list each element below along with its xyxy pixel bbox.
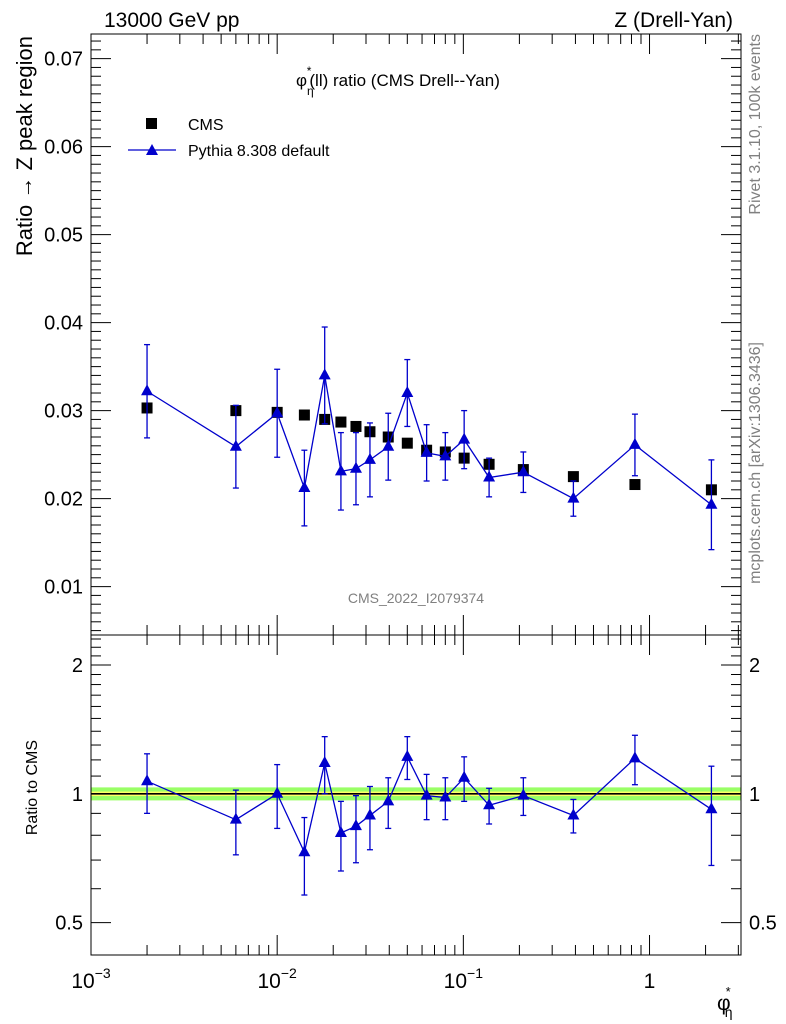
pythia-point <box>517 465 530 477</box>
ratio-y-tick-label-right: 0.5 <box>749 913 777 935</box>
mcplots-label: mcplots.cern.ch [arXiv:1306.3436] <box>747 342 764 584</box>
legend: CMS Pythia 8.308 default <box>128 117 330 160</box>
pythia-point <box>382 439 395 451</box>
ratio-y-tick-label: 2 <box>72 655 83 677</box>
ratio-y-tick-label: 0.5 <box>55 913 83 935</box>
header-energy: 13000 GeV pp <box>104 9 239 32</box>
legend-mc-marker <box>146 144 158 155</box>
ratio-y-tick-label: 1 <box>72 784 83 806</box>
y-tick-label: 0.01 <box>44 577 83 599</box>
x-axis-label: φ* η <box>717 984 732 1020</box>
pythia-point <box>298 481 311 493</box>
ratio-y-tick-label-right: 1 <box>749 784 760 806</box>
ratio-pythia-point <box>705 802 718 814</box>
x-tick-label: 1 <box>644 970 656 993</box>
ratio-ylabel: Ratio to CMS <box>24 740 41 835</box>
x-tick-label: 10−3 <box>71 965 111 993</box>
pythia-point <box>334 464 347 476</box>
pythia-point <box>705 497 718 509</box>
pythia-point <box>318 368 331 380</box>
y-tick-label: 0.04 <box>44 313 83 335</box>
cms-data-point <box>335 416 347 428</box>
ratio-pythia-point <box>349 819 362 831</box>
ratio-pythia-point <box>318 756 331 768</box>
legend-mc-label: Pythia 8.308 default <box>188 143 330 160</box>
pythia-point <box>628 437 641 449</box>
ratio-panel: 10−3 10−2 10−1 1 0.5 0.5 1 1 2 2 <box>55 634 777 993</box>
ratio-pythia-point <box>567 808 580 820</box>
main-panel: 0.01 0.02 0.03 0.04 0.05 0.06 0.07 <box>44 33 742 636</box>
ratio-pythia-point <box>382 794 395 806</box>
ratio-pythia-line <box>146 755 712 855</box>
ratio-pythia-point <box>483 798 496 810</box>
pythia-line <box>146 375 712 506</box>
pythia-point <box>458 432 471 444</box>
legend-cms-label: CMS <box>188 117 224 134</box>
pythia-point <box>401 386 414 398</box>
ratio-pythia-point <box>334 825 347 837</box>
pythia-point <box>229 439 242 451</box>
x-tick-label: 10−1 <box>444 965 484 993</box>
ratio-pythia-point <box>458 770 471 782</box>
ratio-pythia-point <box>420 788 433 800</box>
pythia-point <box>349 461 362 473</box>
main-title: φη*(ll) ratio (CMS Drell--Yan) <box>296 64 500 98</box>
cms-data-point <box>401 437 413 449</box>
ratio-pythia-point <box>517 788 530 800</box>
rivet-label: Rivet 3.1.10, 100k events <box>747 34 764 215</box>
pythia-point <box>271 406 284 418</box>
legend-cms-marker <box>146 118 157 129</box>
y-tick-label: 0.03 <box>44 401 83 423</box>
pythia-point <box>483 470 496 482</box>
ratio-pythia-point <box>439 790 452 802</box>
pythia-point <box>567 491 580 503</box>
y-tick-label: 0.06 <box>44 137 83 159</box>
y-tick-label: 0.02 <box>44 489 83 511</box>
ratio-y-tick-label-right: 2 <box>749 655 760 677</box>
cms-data-point <box>298 409 310 421</box>
y-tick-label: 0.07 <box>44 49 83 71</box>
analysis-watermark: CMS_2022_I2079374 <box>348 590 484 606</box>
ratio-pythia-point <box>628 751 641 763</box>
pythia-point <box>363 452 376 464</box>
cms-data-point <box>629 479 641 491</box>
ratio-pythia-point <box>298 845 311 857</box>
pythia-point <box>141 384 154 396</box>
ratio-pythia-point <box>229 812 242 824</box>
pythia-point <box>439 449 452 461</box>
y-tick-label: 0.05 <box>44 225 83 247</box>
cms-data-point <box>567 471 579 483</box>
ratio-pythia-point <box>141 774 154 786</box>
header-process: Z (Drell-Yan) <box>614 9 733 32</box>
ratio-pythia-point <box>271 786 284 798</box>
ratio-pythia-point <box>401 749 414 761</box>
cms-data-point <box>350 420 362 432</box>
main-ylabel: Ratio → Z peak region <box>12 36 37 256</box>
pythia-point <box>420 445 433 457</box>
x-tick-label: 10−2 <box>258 965 298 993</box>
ratio-frame <box>90 634 742 956</box>
ratio-pythia-point <box>363 808 376 820</box>
